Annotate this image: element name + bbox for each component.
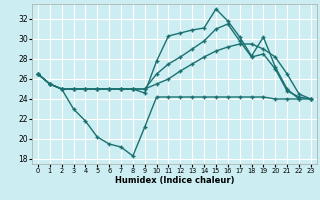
X-axis label: Humidex (Indice chaleur): Humidex (Indice chaleur)	[115, 176, 234, 185]
